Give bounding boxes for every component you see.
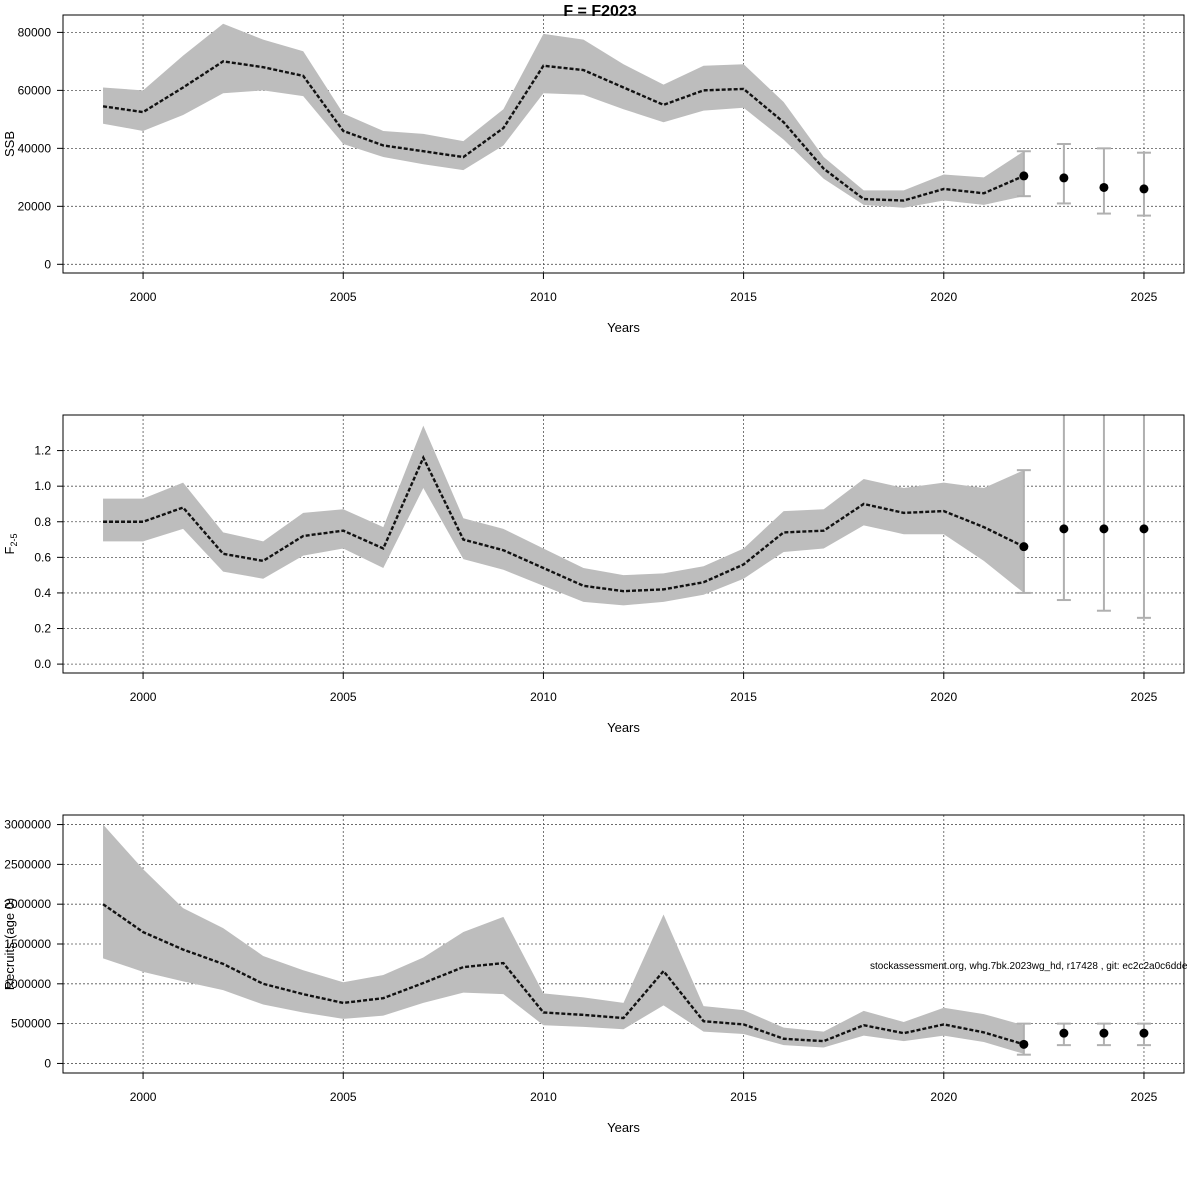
y-axis-title: Recruits (age 0) [2, 898, 17, 990]
x-tick-label: 2000 [130, 290, 157, 304]
y-tick-label: 80000 [18, 25, 52, 39]
forecast-point [1099, 524, 1109, 534]
x-tick-label: 2000 [130, 690, 157, 704]
estimate-line [102, 903, 1025, 1046]
x-tick-label: 2025 [1131, 290, 1158, 304]
x-tick-label: 2020 [930, 290, 957, 304]
y-tick-label: 1000000 [4, 977, 51, 991]
figure-title: F = F2023 [563, 3, 636, 20]
x-tick-label: 2010 [530, 290, 557, 304]
forecast-point [1139, 184, 1149, 194]
x-axis-title: Years [607, 720, 640, 735]
y-tick-label: 2000000 [4, 897, 51, 911]
y-tick-label: 0.0 [34, 657, 51, 671]
confidence-band [103, 425, 1024, 606]
x-tick-label: 2005 [330, 290, 357, 304]
forecast-point [1139, 1028, 1149, 1038]
x-tick-label: 2010 [530, 1090, 557, 1104]
x-tick-label: 2020 [930, 1090, 957, 1104]
ssb-panel: 0 20000 40000 60000 80000 2000 2005 2010 2015 202… [2, 14, 1185, 335]
y-tick-label: 20000 [18, 199, 52, 213]
confidence-band [103, 23, 1024, 208]
y-tick-label: 0.8 [34, 515, 51, 529]
forecast-point [1019, 542, 1029, 552]
forecast-point [1019, 171, 1029, 181]
plot-frame [62, 414, 1185, 674]
forecast-point [1059, 173, 1069, 183]
recruitment-panel: 0 500000 1000000 1500000 2000000 2500000 30000… [2, 814, 1185, 1135]
y-tick-label: 0.2 [34, 622, 51, 636]
forecast-point [1059, 1028, 1069, 1038]
x-tick-label: 2005 [330, 1090, 357, 1104]
y-tick-label: 0 [44, 1056, 51, 1070]
x-tick-label: 2015 [730, 1090, 757, 1104]
y-tick-label: 60000 [18, 83, 52, 97]
estimate-line [103, 454, 1025, 593]
y-tick-label: 40000 [18, 141, 52, 155]
forecast-point [1099, 182, 1109, 192]
confidence-band [103, 824, 1024, 1054]
plot-frame [62, 14, 1185, 274]
forecast-point [1019, 1039, 1029, 1049]
forecast-point [1099, 1028, 1109, 1038]
footnote-source: stockassessment.org, whg.7bk.2023wg_hd, … [870, 961, 1188, 972]
x-axis-title: Years [607, 320, 640, 335]
y-tick-label: 1500000 [4, 937, 51, 951]
y-tick-label: 2500000 [4, 857, 51, 871]
x-axis-title: Years [607, 1120, 640, 1135]
y-tick-label: 1.0 [34, 479, 51, 493]
y-tick-label: 0.6 [34, 550, 51, 564]
estimate-line [102, 60, 1025, 202]
x-tick-label: 2025 [1131, 1090, 1158, 1104]
y-tick-label: 0 [44, 257, 51, 271]
x-tick-label: 2015 [730, 290, 757, 304]
x-tick-label: 2025 [1131, 690, 1158, 704]
y-tick-label: 3000000 [4, 818, 51, 832]
x-tick-label: 2000 [130, 1090, 157, 1104]
y-tick-label: 1.2 [34, 444, 51, 458]
x-tick-label: 2015 [730, 690, 757, 704]
y-axis-title: SSB [2, 131, 17, 157]
y-axis-title: F2-5 [2, 534, 19, 555]
forecast-point [1059, 524, 1069, 534]
x-tick-label: 2020 [930, 690, 957, 704]
x-tick-label: 2010 [530, 690, 557, 704]
forecast-point [1139, 524, 1149, 534]
y-tick-label: 0.4 [34, 586, 51, 600]
x-tick-label: 2005 [330, 690, 357, 704]
fishing-mortality-panel: 0.0 0.2 0.4 0.6 0.8 1.0 1.2 2000 2005 2010 2015 202… [2, 414, 1185, 735]
y-tick-label: 500000 [11, 1017, 51, 1031]
